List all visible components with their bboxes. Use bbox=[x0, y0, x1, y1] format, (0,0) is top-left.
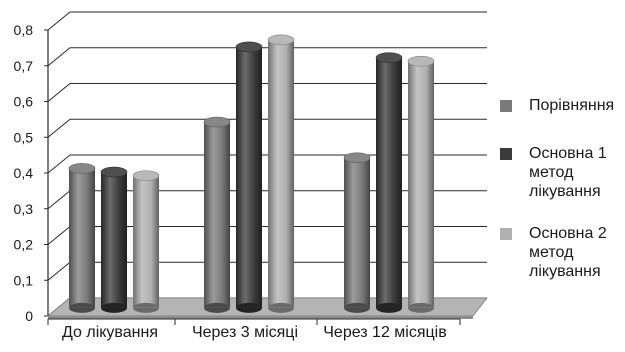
bar-base-seam bbox=[204, 306, 230, 308]
y-tick-label: 0,3 bbox=[14, 201, 34, 217]
legend-label-series-1: Порівняння bbox=[529, 97, 615, 114]
gridline-depth bbox=[47, 83, 71, 102]
bar bbox=[267, 34, 295, 313]
gridline-depth bbox=[47, 118, 71, 138]
gridline-depth bbox=[47, 190, 71, 210]
bar bbox=[235, 41, 263, 313]
bar-top bbox=[203, 116, 231, 128]
bar bbox=[407, 55, 435, 313]
bar-body bbox=[236, 46, 262, 308]
x-category-label: До лікування bbox=[62, 324, 158, 341]
bar-base-seam bbox=[133, 306, 159, 308]
y-tick-label: 0,2 bbox=[14, 237, 34, 253]
bar-body bbox=[376, 57, 402, 308]
legend-item-series-1: Порівняння bbox=[500, 96, 619, 115]
bar-top bbox=[235, 41, 263, 53]
bar-top bbox=[100, 166, 128, 178]
y-tick-label: 0,8 bbox=[14, 22, 34, 38]
bar-body bbox=[101, 172, 127, 308]
bars bbox=[68, 34, 435, 313]
gridline-depth bbox=[47, 11, 71, 31]
floor-edge bbox=[48, 316, 473, 319]
gridline-depth bbox=[47, 47, 71, 67]
legend-item-series-2: Основна 1 метод лікування bbox=[500, 144, 619, 201]
legend-swatch-series-3 bbox=[500, 228, 512, 240]
bar bbox=[100, 166, 128, 313]
x-axis-category-labels: До лікування Через 3 місяці Через 12 місяц… bbox=[47, 318, 461, 341]
bar-body bbox=[204, 122, 230, 308]
y-tick-label: 0,6 bbox=[14, 94, 34, 110]
bar-body bbox=[408, 61, 434, 308]
gridline-depth bbox=[47, 261, 71, 281]
y-axis-tick-labels: 0 0,1 0,2 0,3 0,4 0,5 0,6 0,7 0,8 bbox=[14, 22, 34, 324]
bar-top bbox=[343, 152, 371, 164]
y-tick-label: 0,4 bbox=[14, 165, 34, 181]
bar bbox=[375, 52, 403, 313]
legend-swatch-series-2 bbox=[500, 148, 512, 160]
bar-top bbox=[267, 34, 295, 46]
bar-base-seam bbox=[344, 306, 370, 308]
gridline-depth bbox=[47, 154, 71, 174]
y-tick-label: 0,7 bbox=[14, 58, 34, 74]
bar-body bbox=[344, 157, 370, 308]
bar-top bbox=[375, 52, 403, 63]
y-tick-label: 0,5 bbox=[14, 129, 34, 145]
bar-body bbox=[69, 168, 95, 308]
bar-body bbox=[268, 39, 294, 308]
bar bbox=[132, 170, 160, 313]
legend-label-series-3: Основна 2 метод лікування bbox=[529, 225, 607, 280]
bar-body bbox=[133, 175, 159, 308]
legend-item-series-3: Основна 2 метод лікування bbox=[500, 224, 619, 281]
bar-top bbox=[132, 170, 160, 181]
bar-base-seam bbox=[101, 306, 127, 308]
bar-top bbox=[68, 163, 96, 174]
y-tick-label: 0 bbox=[25, 308, 33, 324]
x-category-label: Через 3 місяці bbox=[192, 324, 298, 341]
bar-base-seam bbox=[236, 306, 262, 308]
bar-base-seam bbox=[69, 306, 95, 308]
bar bbox=[68, 163, 96, 313]
y-tick-label: 0,1 bbox=[14, 272, 34, 288]
gridline-depth bbox=[47, 226, 71, 245]
x-category-label: Через 12 місяців bbox=[323, 324, 446, 341]
bar bbox=[343, 152, 371, 313]
legend-swatch-series-1 bbox=[500, 100, 512, 112]
bar-base-seam bbox=[268, 306, 294, 308]
bar-base-seam bbox=[408, 306, 434, 308]
bar-base-seam bbox=[376, 306, 402, 308]
bar bbox=[203, 116, 231, 313]
bar-top bbox=[407, 55, 435, 67]
legend-label-series-2: Основна 1 метод лікування bbox=[529, 145, 607, 200]
